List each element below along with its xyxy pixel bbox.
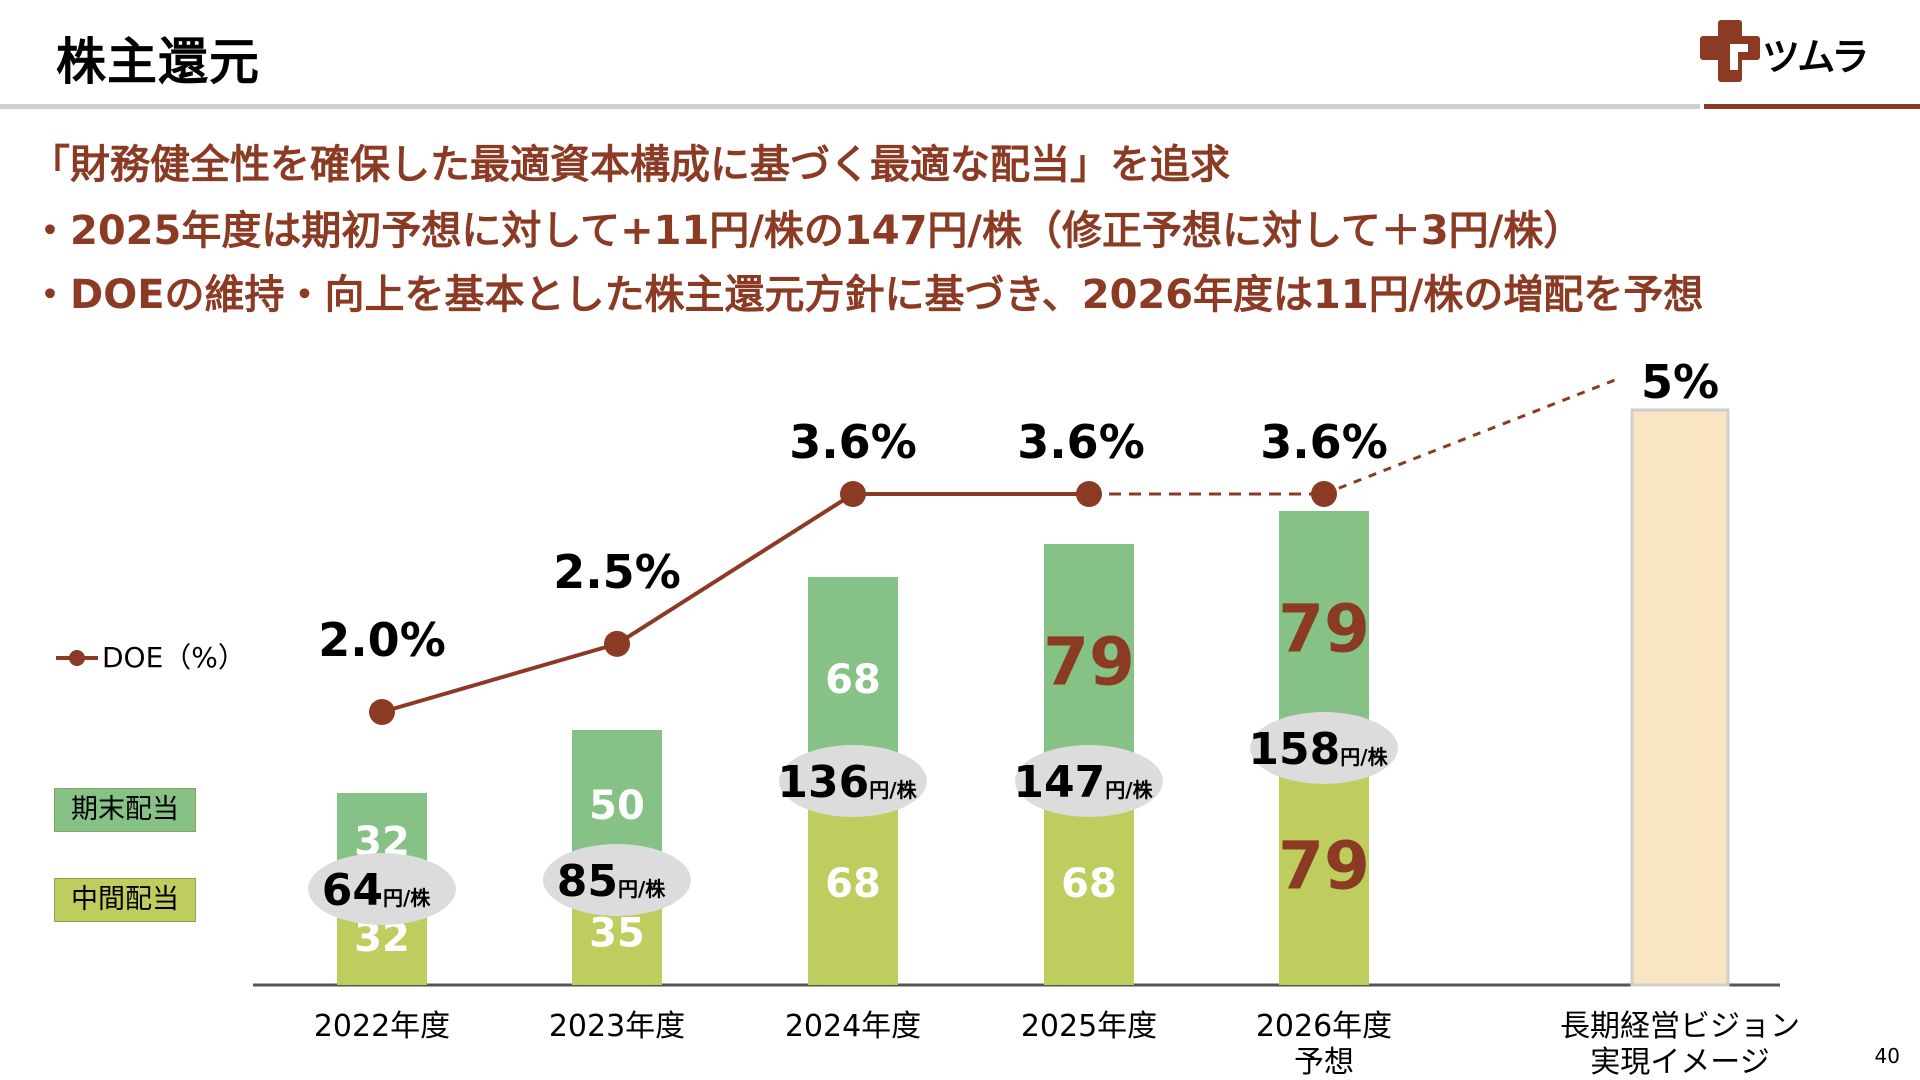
doe-line-segment-vision	[1323, 378, 1616, 496]
doe-label-1: 2.5%	[553, 545, 681, 599]
interim-value-label-3: 68	[1061, 861, 1117, 907]
year-end-value-label-3: 79	[1043, 624, 1135, 701]
doe-line-segment-0	[381, 641, 618, 714]
total-label-3: 147円/株	[1013, 757, 1153, 808]
doe-marker-0	[369, 699, 395, 725]
vision-label: 5%	[1641, 355, 1719, 409]
bar-interim-4	[1279, 748, 1369, 985]
doe-marker-3	[1076, 481, 1102, 507]
page-number: 40	[1874, 1044, 1900, 1068]
total-label-bg-3	[1015, 745, 1163, 817]
category-label-4-line1: 予想	[1294, 1045, 1354, 1080]
doe-line-segment-1	[615, 492, 855, 646]
category-label-4-line0: 2026年度	[1256, 1009, 1392, 1044]
total-label-bg-2	[779, 745, 927, 817]
interim-value-label-2: 68	[825, 861, 881, 907]
header-accent-divider	[1704, 104, 1920, 109]
year-end-value-label-4: 79	[1278, 591, 1370, 668]
total-label-4: 158円/株	[1248, 724, 1388, 775]
category-label-5-line0: 長期経営ビジョン	[1560, 1009, 1800, 1044]
doe-label-2: 3.6%	[789, 415, 917, 469]
tsumura-logo	[1700, 18, 1870, 88]
total-label-bg-4	[1250, 712, 1398, 784]
total-label-2: 136円/株	[777, 757, 917, 808]
headline-bullet-1: ・2025年度は期初予想に対して+11円/株の147円/株（修正予想に対して＋3…	[30, 208, 1584, 254]
category-label-5-line1: 実現イメージ	[1590, 1045, 1769, 1080]
bar-year-end-4	[1279, 511, 1369, 748]
category-label-2: 2024年度	[785, 1009, 921, 1044]
doe-label-0: 2.0%	[318, 613, 446, 667]
category-label-0: 2022年度	[314, 1009, 450, 1044]
legend-doe-marker-icon	[69, 650, 85, 666]
total-label-bg-1	[543, 844, 691, 916]
total-label-bg-0	[308, 853, 456, 925]
headline-bullet-2: ・DOEの維持・向上を基本とした株主還元方針に基づき、2026年度は11円/株の…	[30, 272, 1704, 318]
logo-text: ツムラ	[1762, 35, 1869, 79]
interim-value-label-4: 79	[1278, 828, 1370, 905]
header-divider	[0, 104, 1700, 109]
total-label-0: 64円/株	[322, 865, 432, 916]
year-end-value-label-2: 68	[825, 657, 881, 703]
category-label-3: 2025年度	[1021, 1009, 1157, 1044]
legend-doe-label: DOE（%）	[102, 641, 246, 674]
doe-marker-2	[840, 481, 866, 507]
headline-main: 「財務健全性を確保した最適資本構成に基づく最適な配当」を追求	[30, 142, 1230, 188]
doe-label-3: 3.6%	[1017, 415, 1145, 469]
interim-value-label-1: 35	[589, 911, 645, 957]
total-label-1: 85円/株	[557, 856, 667, 907]
doe-marker-4	[1311, 481, 1337, 507]
page-title: 株主還元	[56, 33, 260, 91]
legend-interim: 中間配当	[54, 878, 196, 922]
year-end-value-label-1: 50	[589, 783, 645, 829]
doe-marker-1	[604, 630, 630, 657]
bar-vision	[1630, 408, 1730, 987]
legend-year-end: 期末配当	[54, 788, 196, 832]
category-label-1: 2023年度	[549, 1009, 685, 1044]
doe-label-4: 3.6%	[1260, 415, 1388, 469]
bar-year-end-3	[1044, 544, 1134, 781]
logo-cross-icon	[1700, 20, 1760, 82]
